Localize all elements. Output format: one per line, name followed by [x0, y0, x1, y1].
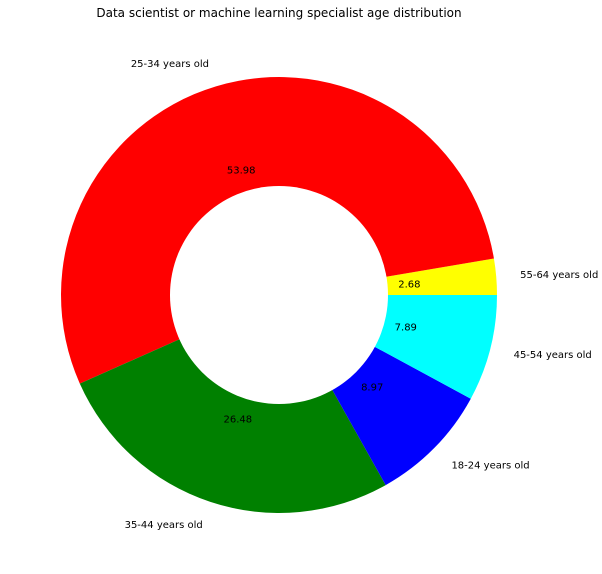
slice-category-label: 45-54 years old — [514, 350, 592, 361]
slice-value-label: 8.97 — [361, 382, 383, 393]
slice-category-label: 25-34 years old — [131, 59, 209, 70]
chart-title: Data scientist or machine learning speci… — [96, 6, 461, 20]
donut-hole — [170, 186, 388, 404]
slice-value-label: 53.98 — [227, 165, 256, 176]
slice-category-label: 35-44 years old — [125, 520, 203, 531]
labels-group: 2.68 55-64 years old 53.98 25-34 years old 2… — [125, 59, 599, 531]
slice-value-label: 7.89 — [395, 323, 417, 334]
slice-value-label: 2.68 — [398, 280, 420, 291]
slice-category-label: 55-64 years old — [520, 270, 598, 281]
slice-value-label: 26.48 — [223, 415, 252, 426]
slice-category-label: 18-24 years old — [451, 460, 529, 471]
